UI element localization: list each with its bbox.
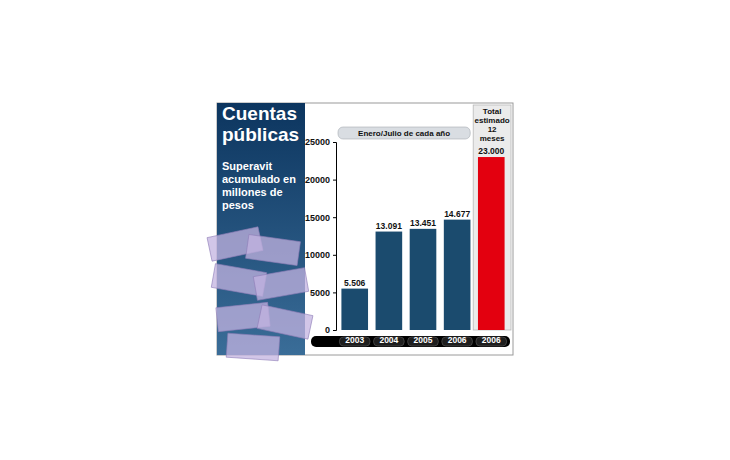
y-tick-mark — [333, 217, 336, 218]
group-header: Enero/Julio de cada año — [358, 129, 450, 138]
bar — [341, 289, 368, 330]
data-label: 14.677 — [444, 209, 470, 219]
y-tick-label: 20000 — [305, 175, 330, 185]
y-tick-label: 10000 — [305, 250, 330, 260]
banknote — [257, 305, 313, 339]
title: Cuentaspúblicas — [222, 103, 299, 145]
text-line: Total — [483, 107, 502, 116]
y-tick-mark — [333, 142, 336, 143]
x-tick-label: 2006 — [482, 335, 501, 345]
text-line: pesos — [222, 199, 254, 211]
x-axis: 2003 2004 2005 2006 2006 — [345, 335, 501, 345]
data-label: 13.451 — [410, 218, 436, 228]
data-labels: 5.506 13.091 13.451 14.677 23.000 — [344, 146, 504, 288]
x-tick: 2006 — [448, 335, 467, 345]
x-tick: 2005 — [414, 335, 433, 345]
bar — [376, 232, 403, 330]
x-tick-label: 2004 — [379, 335, 398, 345]
y-tick-label: 5000 — [310, 288, 330, 298]
data-label: 13.091 — [376, 221, 402, 231]
subtitle: Superavitacumulado enmillones depesos — [222, 160, 296, 211]
y-tick: 5000 — [310, 288, 336, 298]
y-tick-mark — [333, 180, 336, 181]
banknote — [253, 268, 308, 301]
x-tick-label: 2003 — [345, 335, 364, 345]
frame — [217, 103, 513, 355]
chart-svg: Cuentaspúblicas Superavitacumulado enmill… — [0, 0, 730, 460]
data-label: 23.000 — [478, 146, 504, 156]
bar — [410, 229, 437, 330]
banknote — [226, 333, 280, 361]
banknote — [246, 234, 301, 265]
text-line: públicas — [222, 124, 299, 145]
bar — [444, 220, 471, 330]
text-line: 12 — [488, 125, 497, 134]
text-line: millones de — [222, 186, 283, 198]
x-tick: 2003 — [345, 335, 364, 345]
header-band — [338, 127, 470, 139]
y-tick-label: 15000 — [305, 213, 330, 223]
y-axis-line — [333, 143, 337, 331]
bar — [478, 157, 505, 330]
y-tick: 20000 — [305, 175, 336, 185]
x-tick: 2006 — [482, 335, 501, 345]
y-tick-mark — [333, 255, 336, 256]
y-tick-label: 0 — [325, 325, 330, 335]
y-tick-mark — [333, 292, 336, 293]
y-tick-label: 25000 — [305, 137, 330, 147]
text-line: Cuentas — [222, 103, 297, 124]
bars — [341, 157, 504, 330]
y-tick: 25000 — [305, 137, 336, 147]
total-header: Totalestimado12meses — [475, 107, 510, 143]
x-tick-label: 2006 — [448, 335, 467, 345]
text-line: acumulado en — [222, 173, 296, 185]
x-tick-label: 2005 — [414, 335, 433, 345]
text-line: meses — [480, 134, 505, 143]
decoration — [207, 227, 313, 361]
x-tick: 2004 — [379, 335, 398, 345]
y-axis: 0 5000 10000 15000 20000 25000 — [305, 137, 337, 335]
total-column — [473, 105, 511, 330]
y-tick: 10000 — [305, 250, 336, 260]
y-tick: 0 — [325, 325, 336, 335]
category-strip — [311, 336, 510, 347]
y-tick: 15000 — [305, 213, 336, 223]
data-label: 5.506 — [344, 278, 366, 288]
text-line: estimado — [475, 116, 510, 125]
text-line: Superavit — [222, 160, 272, 172]
y-tick-mark — [333, 330, 336, 331]
